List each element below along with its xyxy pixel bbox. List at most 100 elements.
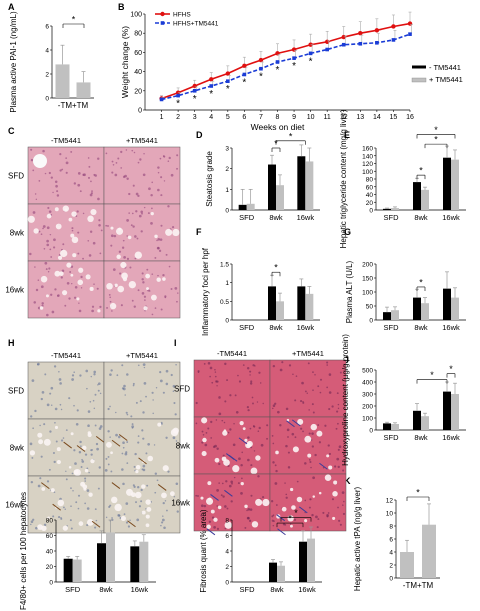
nucleus <box>272 442 275 445</box>
nucleus <box>285 493 288 496</box>
tissue-image <box>27 418 105 477</box>
panel-letter-e: E <box>344 130 350 140</box>
y-tick-label: 0 <box>49 580 53 587</box>
y-tick-label: 300 <box>362 392 373 399</box>
lipid-vacuole <box>87 431 91 435</box>
nucleus <box>224 362 227 366</box>
nucleus <box>47 271 50 273</box>
significance-star: * <box>419 166 423 176</box>
nucleus <box>312 476 316 480</box>
nucleus <box>71 227 74 230</box>
y-axis-label: Hepatic triglyceride content (mg/g liver… <box>339 109 348 248</box>
nucleus <box>165 436 168 439</box>
tissue-image <box>269 473 347 532</box>
nucleus <box>133 151 136 154</box>
y-tick-label: 40 <box>366 192 374 199</box>
nucleus <box>77 231 80 234</box>
bar-tm5441 <box>297 286 306 320</box>
nucleus <box>59 403 62 406</box>
stain-streak <box>111 439 121 447</box>
nucleus <box>331 498 335 501</box>
nucleus <box>126 257 130 260</box>
row-label: 16wk <box>171 499 191 508</box>
lipid-vacuole <box>60 249 68 258</box>
nucleus <box>154 491 157 494</box>
nucleus <box>229 394 232 397</box>
nucleus <box>61 168 64 171</box>
nucleus <box>126 177 129 181</box>
nucleus <box>140 488 143 492</box>
y-tick-label: 0 <box>225 580 229 587</box>
nucleus <box>30 523 32 526</box>
row-label: SFD <box>8 387 24 396</box>
nucleus <box>201 430 204 433</box>
legend-marker <box>160 21 165 25</box>
bar-tm <box>76 82 91 98</box>
nucleus <box>216 527 220 530</box>
y-tick-label: 50 <box>366 304 374 311</box>
lipid-vacuole <box>37 524 43 530</box>
nucleus <box>337 465 340 469</box>
stain-streak <box>298 506 308 514</box>
point-hfhs-tm5441 <box>209 84 214 88</box>
nucleus <box>272 407 274 410</box>
stain-streak <box>276 514 285 522</box>
stain-streak <box>286 420 295 428</box>
nucleus <box>312 389 314 391</box>
nucleus <box>302 430 304 433</box>
nucleus <box>163 155 166 158</box>
nucleus <box>109 405 111 408</box>
stain-streak <box>95 436 105 443</box>
nucleus <box>173 402 176 405</box>
nucleus <box>137 486 140 489</box>
nucleus <box>240 492 243 495</box>
nucleus <box>336 410 339 413</box>
stain-streak <box>319 462 328 470</box>
nucleus <box>77 172 81 175</box>
nucleus <box>71 374 75 377</box>
nucleus <box>71 282 73 285</box>
nucleus <box>94 393 97 396</box>
nucleus <box>164 296 167 299</box>
nucleus <box>216 505 218 507</box>
stain-streak <box>277 528 286 536</box>
y-tick-label: 100 <box>362 169 373 176</box>
nucleus <box>336 457 340 461</box>
nucleus <box>89 193 93 197</box>
nucleus <box>93 373 96 376</box>
nucleus <box>162 515 164 517</box>
nucleus <box>125 411 128 414</box>
y-tick-label: 100 <box>362 416 373 423</box>
nucleus <box>34 409 37 413</box>
nucleus <box>123 256 126 259</box>
nucleus <box>328 407 331 411</box>
nucleus <box>72 490 74 492</box>
point-hfhs-tm5441 <box>226 79 230 83</box>
tissue-image <box>193 359 271 418</box>
stain-streak <box>41 482 50 490</box>
nucleus <box>141 212 143 215</box>
nucleus <box>226 379 229 382</box>
nucleus <box>317 424 320 426</box>
tm-legend: - TM5441 + TM5441 <box>411 63 463 84</box>
lipid-vacuole <box>310 423 317 431</box>
y-tick-label: 2 <box>45 72 49 79</box>
nucleus <box>271 434 274 437</box>
nucleus <box>238 380 242 383</box>
nucleus <box>90 192 93 195</box>
nucleus <box>53 238 56 242</box>
nucleus <box>272 364 276 368</box>
nucleus <box>114 173 118 177</box>
y-tick-label: 0 <box>369 208 373 215</box>
nucleus <box>46 313 49 317</box>
y-tick-label: 0 <box>369 428 373 435</box>
nucleus <box>132 184 135 187</box>
legend-label: HFHS+TM5441 <box>173 21 219 28</box>
nucleus <box>143 381 147 385</box>
nucleus <box>309 459 311 461</box>
nucleus <box>130 224 133 227</box>
bar-tm5441 <box>106 532 115 582</box>
bar-tm5441 <box>268 286 276 320</box>
point-hfhs-tm5441 <box>192 89 197 93</box>
nucleus <box>105 152 108 155</box>
